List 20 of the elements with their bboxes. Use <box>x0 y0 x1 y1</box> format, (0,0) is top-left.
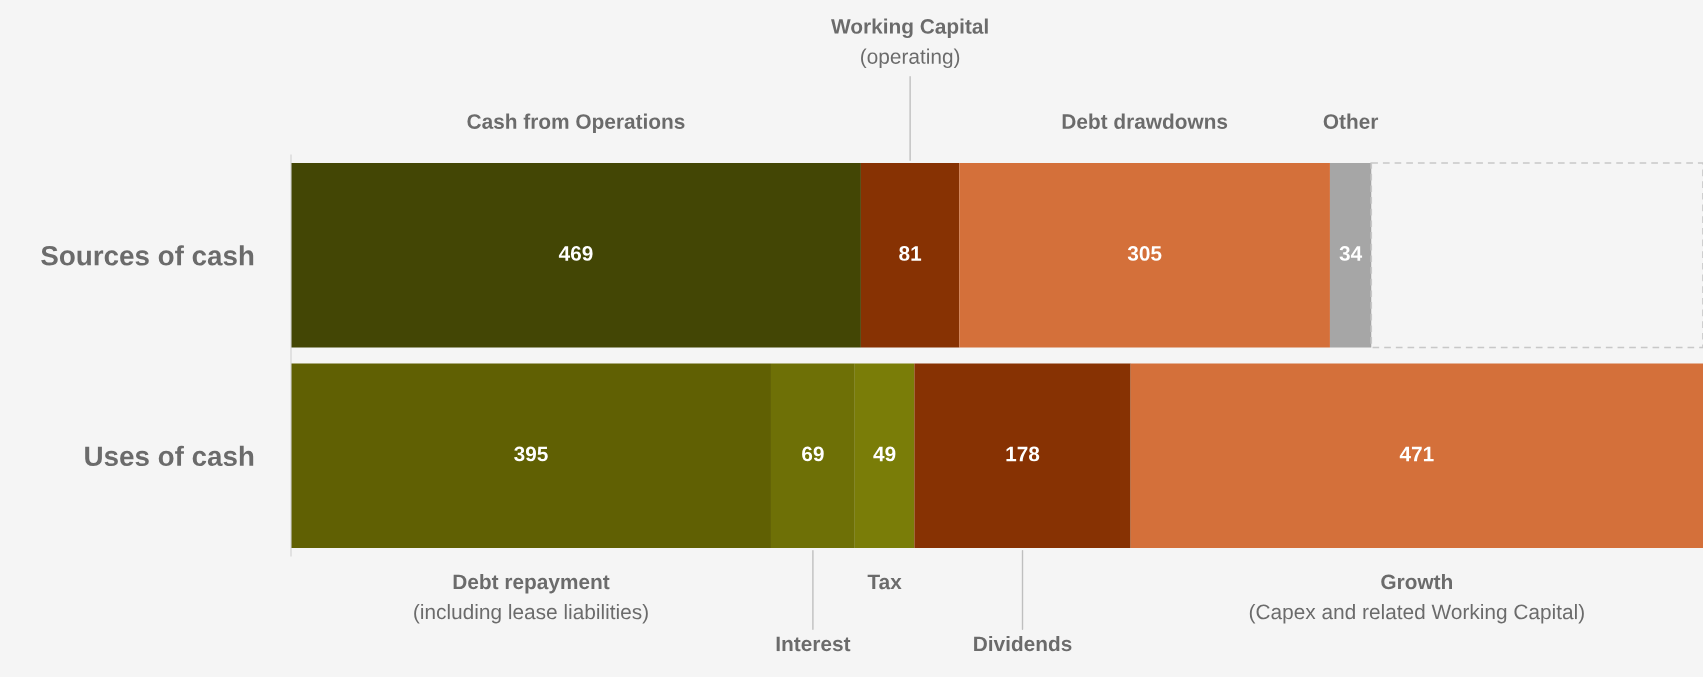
text: Dividends <box>974 635 1072 652</box>
series-label: Debt drawdowns <box>1062 113 1228 129</box>
data-label: 49 <box>873 446 896 462</box>
series-label: Tax <box>867 574 902 590</box>
data-label: 178 <box>1006 446 1040 462</box>
text: Interest <box>776 636 851 652</box>
y-tick-label: Sources of cash <box>41 245 254 266</box>
data-label: 34 <box>1339 246 1363 261</box>
data-label: 471 <box>1399 446 1434 462</box>
series-label: Debt repayment (including lease liabilities) <box>414 573 648 624</box>
text: Working Capital (operating) <box>831 18 988 69</box>
series-label: Growth (Capex and related Working Capital) <box>1249 573 1584 624</box>
data-label: 69 <box>802 446 824 462</box>
data-label: 81 <box>899 246 922 261</box>
data-label: 395 <box>514 446 548 462</box>
y-tick-label: Uses of cash <box>85 445 254 467</box>
series-label: Cash from Operations <box>467 113 685 134</box>
series-label: Other <box>1323 113 1379 129</box>
data-label: 469 <box>558 246 593 261</box>
data-label: 305 <box>1127 246 1162 261</box>
